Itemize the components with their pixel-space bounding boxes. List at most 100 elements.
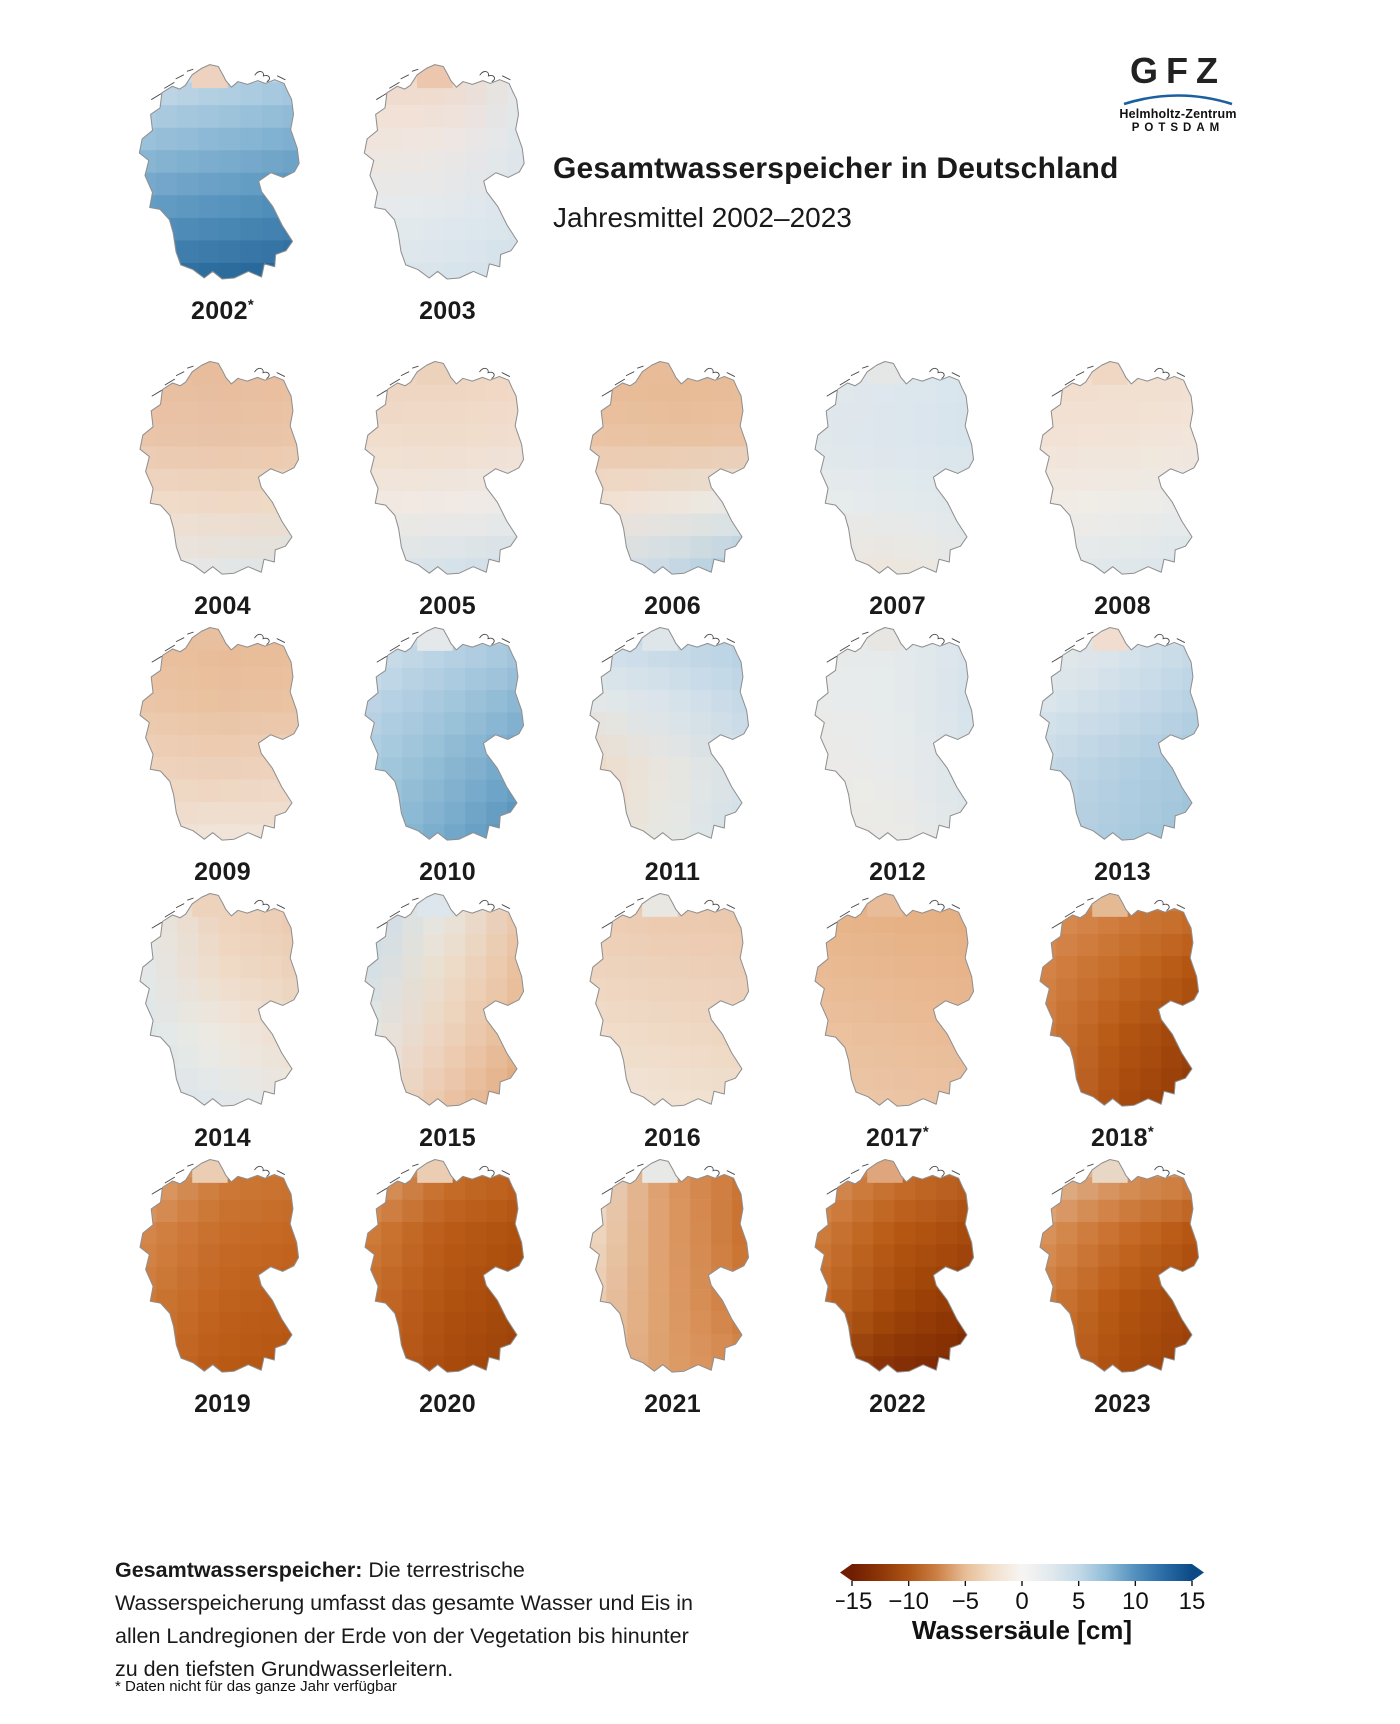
- baltic-islands-icon: [703, 633, 735, 645]
- north-sea-islands-icon: [601, 1163, 644, 1195]
- germany-outline: [1038, 361, 1199, 575]
- germany-outline: [363, 627, 524, 841]
- map-2012: 2012: [785, 621, 1010, 887]
- year-label: 2011: [644, 858, 701, 886]
- map-2013: 2013: [1010, 621, 1235, 887]
- map-2007: 2007: [785, 355, 1010, 621]
- germany-outline: [588, 1159, 749, 1373]
- baltic-islands-icon: [478, 71, 511, 83]
- germany-outline: [588, 893, 749, 1107]
- germany-map-svg: [813, 893, 974, 1107]
- north-sea-islands-icon: [826, 897, 869, 929]
- colorbar-tick: −5: [952, 1588, 979, 1615]
- germany-map-svg: [363, 1159, 524, 1373]
- year-label: 2014: [194, 1124, 251, 1152]
- baltic-islands-icon: [703, 1165, 735, 1177]
- map-2019: 2019: [110, 1153, 335, 1419]
- colorbar-left-arrow-icon: [840, 1564, 852, 1581]
- germany-map-svg: [1038, 361, 1199, 575]
- gfz-logo: GFZ Helmholtz-Zentrum POTSDAM: [1118, 50, 1238, 134]
- north-sea-islands-icon: [151, 897, 194, 929]
- map-2006: 2006: [560, 355, 785, 621]
- year-label: 2005: [419, 592, 476, 620]
- year-label: 2016: [644, 1124, 701, 1152]
- baltic-islands-icon: [928, 633, 960, 645]
- map-2009: 2009: [110, 621, 335, 887]
- north-sea-islands-icon: [601, 631, 644, 663]
- germany-map-svg: [363, 64, 525, 280]
- north-sea-islands-icon: [151, 1163, 194, 1195]
- germany-outline: [1038, 1159, 1199, 1373]
- germany-outline: [588, 361, 749, 575]
- baltic-islands-icon: [478, 899, 510, 911]
- germany-map-svg: [813, 1159, 974, 1373]
- map-2016: 2016: [560, 887, 785, 1153]
- gfz-logo-acronym: GFZ: [1130, 50, 1226, 91]
- year-label: 2010: [419, 858, 476, 886]
- germany-map-svg: [1038, 1159, 1199, 1373]
- map-2020: 2020: [335, 1153, 560, 1419]
- gfz-logo-arc-icon: [1123, 94, 1233, 106]
- germany-map-svg: [813, 627, 974, 841]
- north-sea-islands-icon: [151, 365, 194, 397]
- germany-outline: [138, 361, 299, 575]
- germany-outline: [588, 627, 749, 841]
- baltic-islands-icon: [253, 899, 285, 911]
- north-sea-islands-icon: [376, 631, 419, 663]
- footer-lead: Gesamtwasserspeicher:: [115, 1558, 363, 1582]
- map-2014: 2014: [110, 887, 335, 1153]
- germany-map-svg: [588, 1159, 749, 1373]
- north-sea-islands-icon: [151, 631, 194, 663]
- germany-map-svg: [138, 1159, 299, 1373]
- year-label: 2020: [419, 1390, 476, 1418]
- footer-body: Die terrestrische Wasserspeicherung umfa…: [115, 1558, 693, 1681]
- year-label: 2009: [194, 858, 251, 886]
- north-sea-islands-icon: [1051, 1163, 1094, 1195]
- germany-outline: [138, 627, 299, 841]
- year-label: 2004: [194, 592, 251, 620]
- germany-map-svg: [138, 361, 299, 575]
- map-2003: 2003: [335, 58, 560, 355]
- north-sea-islands-icon: [150, 68, 193, 100]
- germany-outline: [138, 893, 299, 1107]
- baltic-islands-icon: [1153, 367, 1185, 379]
- baltic-islands-icon: [928, 899, 960, 911]
- germany-map-svg: [588, 893, 749, 1107]
- germany-outline: [813, 893, 974, 1107]
- year-label: 2018*: [1091, 1123, 1154, 1152]
- map-2023: 2023: [1010, 1153, 1235, 1419]
- north-sea-islands-icon: [601, 897, 644, 929]
- year-label: 2002*: [191, 296, 254, 325]
- year-label: 2021: [644, 1390, 701, 1418]
- year-label: 2017*: [866, 1123, 929, 1152]
- baltic-islands-icon: [703, 367, 735, 379]
- baltic-islands-icon: [928, 1165, 960, 1177]
- germany-map-svg: [1038, 893, 1199, 1107]
- map-2018: 2018*: [1010, 887, 1235, 1153]
- colorbar-title: Wassersäule [cm]: [912, 1615, 1132, 1645]
- germany-outline: [138, 1159, 299, 1373]
- page-title: Gesamtwasserspeicher in Deutschland: [553, 152, 1119, 185]
- germany-map-svg: [363, 361, 524, 575]
- colorbar-tick: 15: [1179, 1588, 1206, 1615]
- baltic-islands-icon: [253, 71, 286, 83]
- germany-map-svg: [138, 627, 299, 841]
- year-label: 2013: [1094, 858, 1151, 886]
- germany-map-svg: [588, 361, 749, 575]
- colorbar-right-arrow-icon: [1192, 1564, 1204, 1581]
- partial-year-asterisk: *: [922, 1123, 929, 1141]
- baltic-islands-icon: [478, 367, 510, 379]
- germany-outline: [1038, 627, 1199, 841]
- germany-outline: [363, 893, 524, 1107]
- germany-map-svg: [138, 64, 300, 280]
- colorbar-tick: 5: [1072, 1588, 1085, 1615]
- germany-map-svg: [1038, 627, 1199, 841]
- germany-outline: [363, 361, 524, 575]
- germany-outline: [813, 627, 974, 841]
- year-label: 2015: [419, 1124, 476, 1152]
- baltic-islands-icon: [703, 899, 735, 911]
- year-label: 2023: [1094, 1390, 1151, 1418]
- germany-map-svg: [138, 893, 299, 1107]
- north-sea-islands-icon: [826, 631, 869, 663]
- year-label: 2003: [419, 297, 476, 325]
